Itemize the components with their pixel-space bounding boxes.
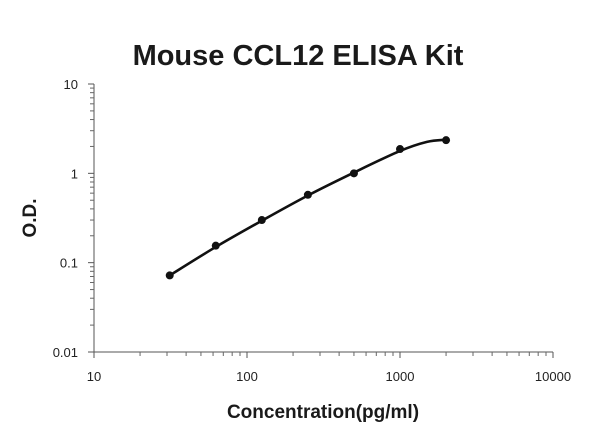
- y-tick-label: 0.1: [60, 256, 78, 271]
- x-tick-label: 10: [87, 369, 101, 384]
- fit-curve-layer: [168, 138, 448, 277]
- data-points-layer: [165, 136, 451, 280]
- data-point: [442, 136, 451, 145]
- axes: [88, 83, 554, 358]
- data-point: [165, 271, 174, 280]
- data-point: [396, 145, 404, 154]
- x-tick-label: 10000: [535, 369, 571, 384]
- y-tick-label: 1: [71, 166, 78, 181]
- data-point: [257, 216, 266, 225]
- x-tick-label: 1000: [386, 369, 415, 384]
- x-tick-label: 100: [236, 369, 258, 384]
- y-axis-label: O.D.: [20, 198, 41, 237]
- chart-title: Mouse CCL12 ELISA Kit: [133, 40, 464, 72]
- fit-curve-line: [168, 138, 448, 277]
- data-point: [211, 241, 220, 250]
- x-tick-labels: 10 100 1000 10000: [87, 369, 571, 384]
- data-point: [303, 190, 312, 199]
- y-tick-label: 0.01: [53, 345, 78, 360]
- x-axis-label: Concentration(pg/ml): [227, 402, 419, 423]
- y-tick-labels: 0.01 0.1 1 10: [53, 77, 78, 360]
- y-tick-label: 10: [64, 77, 78, 92]
- data-point: [349, 169, 358, 178]
